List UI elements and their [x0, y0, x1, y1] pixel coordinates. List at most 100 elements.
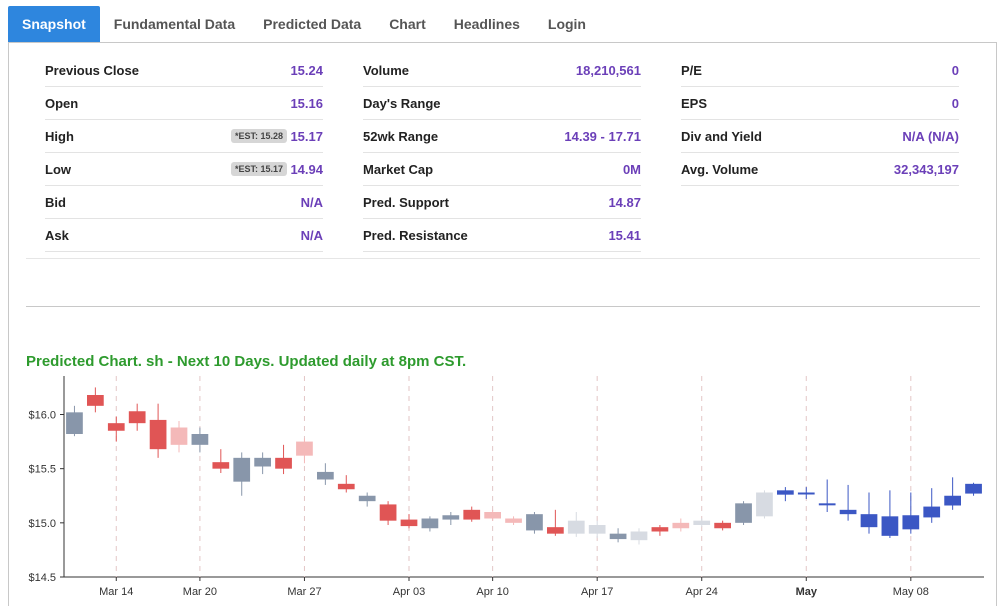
stat-label: Day's Range [363, 96, 441, 111]
candle-body [505, 518, 522, 523]
stat-label: EPS [681, 96, 708, 111]
stat-row-pe: P/E 0 [681, 54, 959, 87]
stat-label: Bid [45, 195, 66, 210]
stat-label: P/E [681, 63, 702, 78]
candle-body [839, 509, 857, 515]
stat-value: 0 [951, 96, 959, 111]
candle-body [191, 434, 209, 445]
candle-body [400, 519, 418, 527]
divider [26, 258, 980, 259]
x-tick-label: Apr 17 [581, 586, 613, 598]
candle-body [317, 471, 334, 480]
candle-body [818, 503, 836, 506]
tab-chart[interactable]: Chart [389, 16, 426, 32]
candle-body [797, 492, 815, 495]
x-tick-label: Mar 14 [99, 586, 133, 598]
stat-row-days-range: Day's Range [363, 87, 641, 120]
tab-snapshot[interactable]: Snapshot [8, 6, 100, 42]
candle-body [170, 427, 188, 445]
x-tick-label: Apr 24 [686, 586, 718, 598]
candle-body [923, 506, 941, 518]
candle-body [337, 483, 355, 490]
candle-body [254, 457, 271, 467]
stat-row-low: Low *EST: 15.17 14.94 [45, 153, 323, 186]
snapshot-panel: Previous Close 15.24 Open 15.16 High *ES… [8, 42, 997, 606]
tab-login[interactable]: Login [547, 16, 586, 32]
tab-headlines[interactable]: Headlines [453, 16, 520, 32]
stat-value: N/A (N/A) [902, 129, 959, 144]
stat-row-avg-volume: Avg. Volume 32,343,197 [681, 153, 959, 186]
candle-body [672, 522, 690, 529]
candle-body [588, 525, 606, 534]
candle-body [442, 515, 460, 520]
stat-value: 0 [951, 63, 959, 78]
chart-title: Predicted Chart. sh - Next 10 Days. Upda… [26, 353, 467, 370]
candle-body [358, 495, 376, 502]
y-tick-label: $16.0 [28, 410, 56, 422]
divider [26, 306, 980, 307]
stats-column-2: Volume 18,210,561 Day's Range 52wk Range… [363, 54, 641, 252]
candle-body [735, 503, 752, 523]
candle-body [860, 514, 878, 528]
stat-row-pred-support: Pred. Support 14.87 [363, 186, 641, 219]
stat-value: 15.16 [290, 96, 323, 111]
candle-body [965, 483, 982, 494]
y-tick-label: $15.5 [28, 464, 56, 476]
estimate-badge: *EST: 15.28 [230, 129, 287, 143]
stat-label: 52wk Range [363, 129, 439, 144]
candle-body [421, 518, 439, 529]
candle-body [777, 490, 794, 495]
stat-value: 32,343,197 [893, 162, 959, 177]
stat-row-52wk-range: 52wk Range 14.39 - 17.71 [363, 120, 641, 153]
stat-row-eps: EPS 0 [681, 87, 959, 120]
stat-value: 15.17 [290, 129, 323, 144]
x-tick-label: Apr 10 [476, 586, 508, 598]
stat-label: High [45, 129, 74, 144]
candle-body [944, 495, 961, 506]
stat-label: Pred. Resistance [363, 228, 468, 243]
x-tick-label: Apr 03 [393, 586, 425, 598]
candle-body [233, 457, 251, 482]
x-tick-label: Mar 20 [183, 586, 217, 598]
stat-row-bid: Bid N/A [45, 186, 323, 219]
stat-label: Volume [363, 63, 409, 78]
stat-label: Previous Close [45, 63, 139, 78]
stat-label: Low [45, 162, 71, 177]
candle-body [107, 423, 125, 431]
candle-body [547, 527, 564, 534]
candle-body [212, 462, 230, 469]
tab-fundamental-data[interactable]: Fundamental Data [113, 16, 236, 32]
stat-row-pred-resistance: Pred. Resistance 15.41 [363, 219, 641, 252]
stat-value: N/A [300, 195, 323, 210]
stat-value: 0M [622, 162, 641, 177]
y-tick-label: $14.5 [28, 572, 56, 584]
estimate-badge: *EST: 15.17 [230, 162, 287, 176]
candle-body [87, 395, 104, 406]
tab-bar: Snapshot Fundamental Data Predicted Data… [8, 6, 997, 43]
x-tick-label: May [796, 586, 818, 598]
candle-body [567, 520, 585, 534]
candle-body [526, 514, 543, 531]
candle-body [128, 411, 146, 424]
candlestick-chart: $16.0 $15.5 $15.0 $14.5 Mar 14 Mar 20 Mar 27 Ap… [28, 376, 984, 598]
candle-body [881, 516, 899, 536]
stat-label: Div and Yield [681, 129, 762, 144]
candle-body [484, 512, 501, 519]
x-tick-label: Mar 27 [287, 586, 321, 598]
candle-body [714, 522, 731, 529]
predicted-chart: $16.0 $15.5 $15.0 $14.5 Mar 14 Mar 20 Mar 27 Ap… [9, 372, 996, 611]
stat-row-previous-close: Previous Close 15.24 [45, 54, 323, 87]
tab-predicted-data[interactable]: Predicted Data [263, 16, 362, 32]
candle-body [630, 531, 648, 541]
stats-column-3: P/E 0 EPS 0 Div and Yield N/A (N/A) Avg.… [681, 54, 959, 186]
stat-label: Pred. Support [363, 195, 449, 210]
stat-row-div-yield: Div and Yield N/A (N/A) [681, 120, 959, 153]
stat-label: Open [45, 96, 79, 111]
stat-label: Avg. Volume [681, 162, 759, 177]
candle-body [902, 515, 920, 530]
candle-body [379, 504, 397, 521]
stat-value: 15.41 [608, 228, 641, 243]
stat-value: 18,210,561 [575, 63, 641, 78]
stats-column-1: Previous Close 15.24 Open 15.16 High *ES… [45, 54, 323, 252]
candle-body [693, 520, 711, 525]
